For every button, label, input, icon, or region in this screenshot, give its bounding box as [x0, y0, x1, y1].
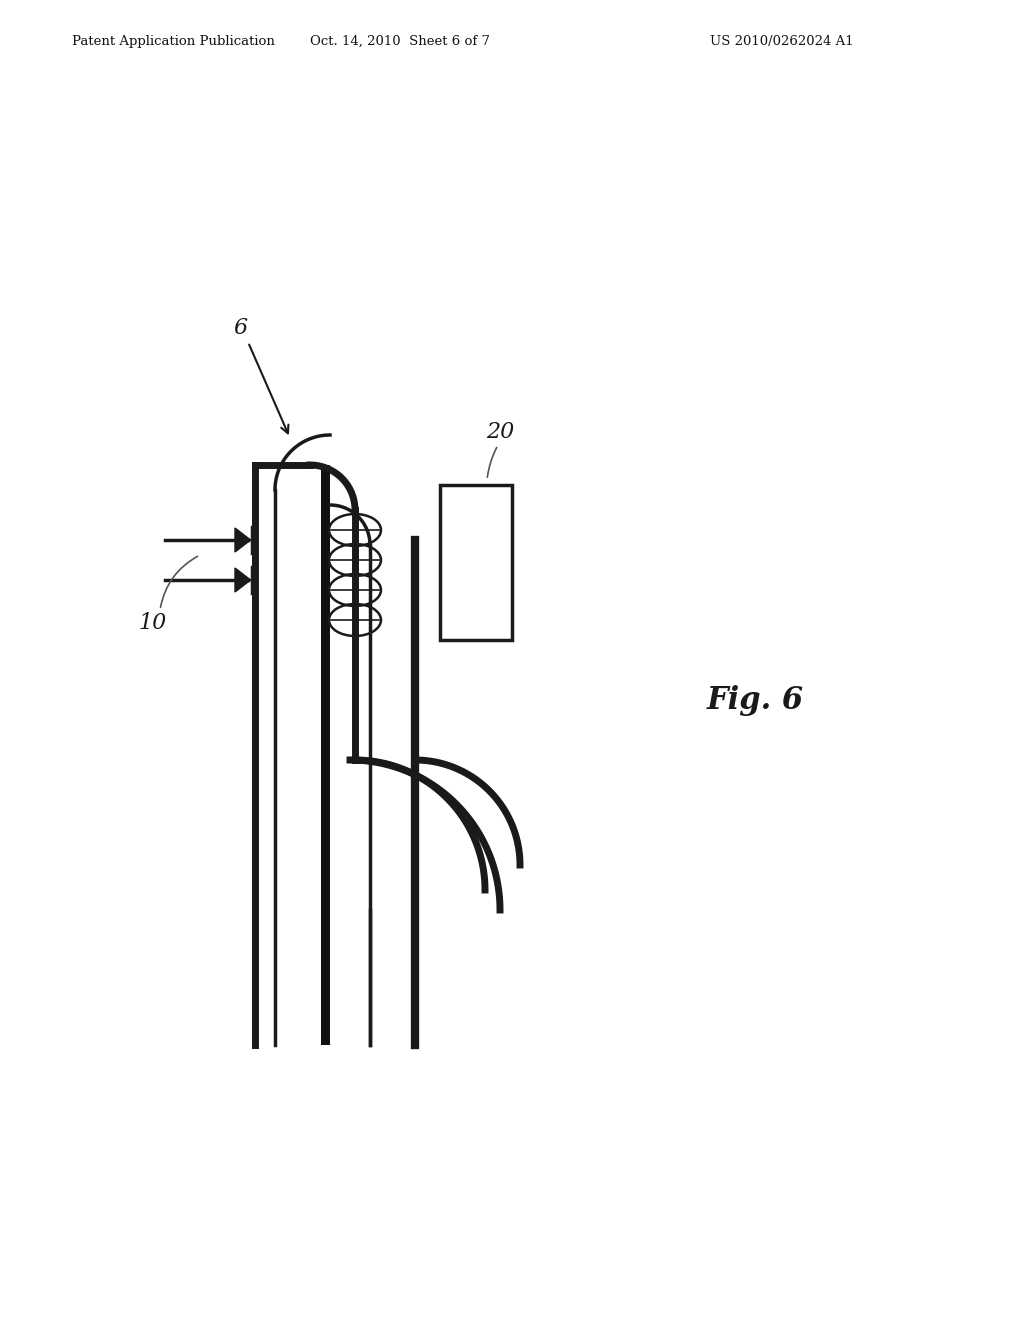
Text: 20: 20	[485, 421, 514, 444]
Polygon shape	[234, 528, 251, 552]
Bar	[440, 484, 512, 640]
Text: Fig. 6: Fig. 6	[707, 685, 804, 715]
Text: Oct. 14, 2010  Sheet 6 of 7: Oct. 14, 2010 Sheet 6 of 7	[310, 36, 490, 48]
Text: 10: 10	[139, 612, 167, 634]
Polygon shape	[234, 568, 251, 591]
Text: US 2010/0262024 A1: US 2010/0262024 A1	[710, 36, 854, 48]
Text: Patent Application Publication: Patent Application Publication	[72, 36, 274, 48]
Text: 6: 6	[232, 317, 247, 339]
Bar	[321, 465, 330, 1045]
